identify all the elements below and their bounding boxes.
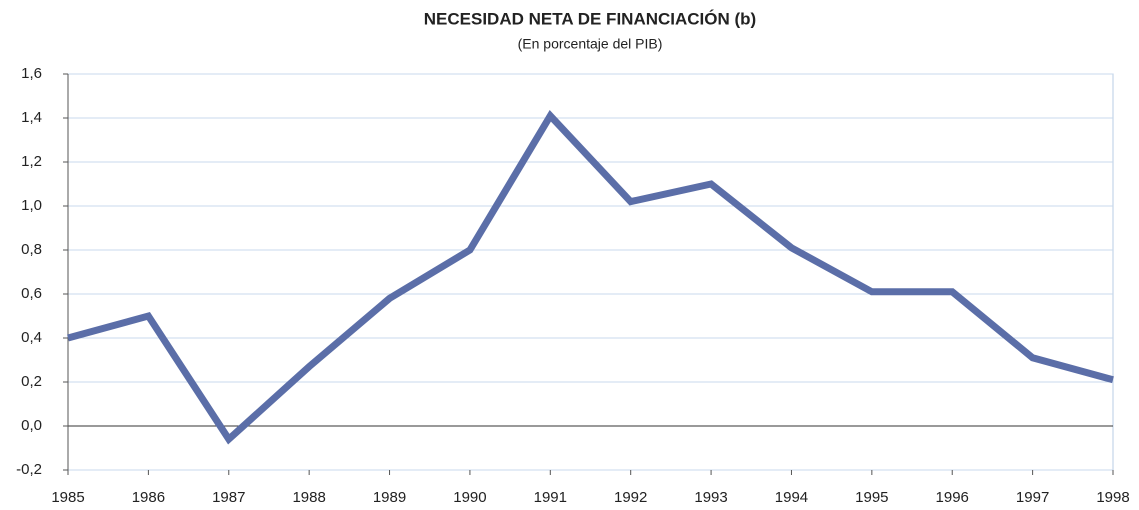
y-tick-label: -0,2 (16, 461, 42, 478)
y-tick-label: 1,0 (21, 197, 42, 214)
x-tick-label: 1998 (1096, 489, 1129, 506)
chart-title: NECESIDAD NETA DE FINANCIACIÓN (b) (424, 9, 756, 28)
x-tick-label: 1993 (694, 489, 727, 506)
x-tick-label: 1991 (534, 489, 567, 506)
y-tick-label: 1,4 (21, 109, 42, 126)
x-tick-label: 1994 (775, 489, 808, 506)
y-tick-label: 0,8 (21, 241, 42, 258)
data-line (67, 110, 1114, 445)
y-tick-label: 0,4 (21, 329, 42, 346)
x-tick-label: 1995 (855, 489, 888, 506)
y-tick-label: 0,6 (21, 285, 42, 302)
chart-subtitle: (En porcentaje del PIB) (518, 36, 663, 52)
x-tick-label: 1987 (212, 489, 245, 506)
x-tick-label: 1990 (453, 489, 486, 506)
y-tick-label: 1,2 (21, 153, 42, 170)
x-tick-label: 1992 (614, 489, 647, 506)
y-tick-label: 0,0 (21, 417, 42, 434)
x-tick-label: 1985 (51, 489, 84, 506)
plot-border (67, 73, 1114, 471)
x-tick-label: 1986 (132, 489, 165, 506)
y-tick-label: 1,6 (21, 65, 42, 82)
y-tick-label: 0,2 (21, 373, 42, 390)
x-tick-label: 1996 (936, 489, 969, 506)
x-tick-label: 1997 (1016, 489, 1049, 506)
x-tick-label: 1989 (373, 489, 406, 506)
x-tick-label: 1988 (292, 489, 325, 506)
